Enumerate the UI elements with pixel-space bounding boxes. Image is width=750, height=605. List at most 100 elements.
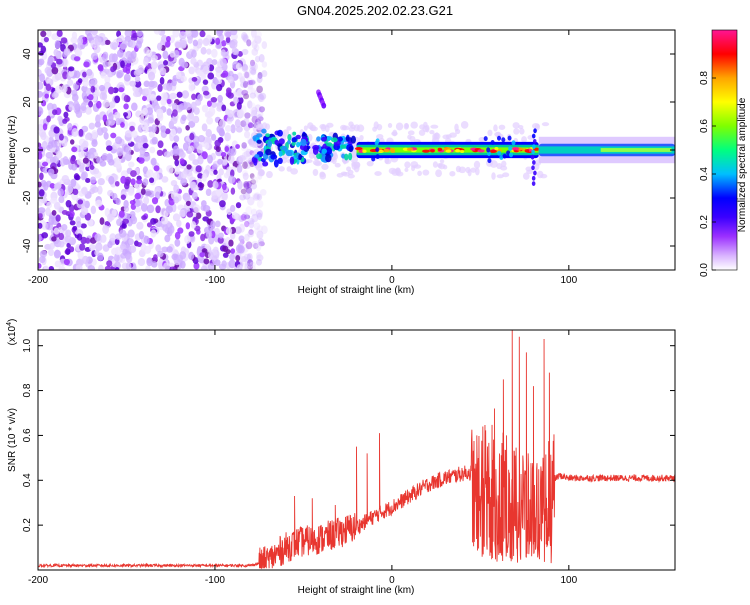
noise-blob (259, 92, 267, 101)
noise-blob (187, 145, 195, 152)
noise-blob (156, 42, 163, 51)
noise-blob (104, 220, 110, 227)
snr-y-label: SNR (10 * v/v) (7, 408, 18, 472)
spectrogram-y-tick-label: 0 (22, 147, 33, 153)
noise-blob (61, 174, 70, 183)
noise-blob (258, 53, 265, 63)
noise-blob (62, 156, 69, 165)
noise-blob (38, 106, 44, 116)
noise-blob (250, 68, 257, 76)
noise-blob (129, 80, 137, 87)
noise-blob (201, 248, 208, 254)
noise-blob (93, 45, 101, 54)
noise-blob (227, 75, 234, 84)
noise-blob (114, 261, 121, 270)
noise-blob (41, 232, 49, 239)
noise-blob (97, 185, 103, 195)
noise-blob (55, 52, 62, 60)
transition-blob (345, 136, 350, 142)
noise-blob (193, 107, 200, 115)
noise-blob (191, 93, 197, 101)
noise-blob (143, 245, 152, 254)
noise-blob (173, 135, 180, 143)
noise-blob (110, 132, 117, 139)
noise-blob (174, 231, 181, 240)
noise-blob (256, 85, 263, 94)
spectrogram-x-label: Height of straight line (km) (298, 285, 415, 296)
noise-blob (247, 121, 253, 129)
transition-blob (326, 147, 333, 155)
transition-blob (295, 134, 301, 140)
snr-y-tick-label: 0.6 (22, 428, 33, 442)
halo-blob (487, 129, 493, 137)
halo-blob (348, 121, 354, 128)
signal-bump (507, 135, 512, 141)
noise-blob (116, 147, 124, 157)
noise-blob (77, 199, 84, 205)
noise-blob (185, 200, 191, 207)
noise-blob (215, 66, 223, 73)
transition-blob (292, 131, 297, 136)
noise-blob (206, 48, 212, 55)
noise-blob (54, 260, 62, 268)
signal-hotspot (445, 149, 452, 153)
noise-blob (109, 233, 117, 241)
halo-blob (496, 174, 504, 179)
noise-blob (240, 256, 249, 263)
noise-blob (236, 264, 243, 270)
signal-hotspot (429, 149, 435, 153)
halo-blob (502, 172, 510, 178)
noise-blob (254, 35, 262, 44)
noise-blob (104, 75, 111, 84)
noise-blob (216, 84, 223, 92)
noise-blob (243, 150, 251, 158)
noise-blob (244, 220, 250, 228)
halo-blob (351, 161, 356, 167)
noise-blob (225, 36, 231, 44)
noise-blob (241, 33, 249, 42)
noise-blob (134, 192, 142, 200)
noise-blob (123, 103, 129, 110)
halo-blob (470, 167, 477, 173)
noise-blob (230, 30, 238, 36)
signal-bump (499, 154, 504, 160)
noise-blob (206, 116, 214, 125)
noise-blob (171, 102, 178, 112)
noise-blob (146, 169, 154, 178)
noise-blob (99, 160, 107, 167)
noise-blob (114, 246, 122, 256)
noise-blob (134, 199, 141, 208)
noise-blob (201, 151, 208, 160)
noise-blob (123, 199, 129, 209)
noise-blob (201, 104, 209, 113)
noise-blob (129, 125, 135, 132)
noise-blob (247, 82, 254, 90)
noise-blob (241, 145, 249, 152)
noise-blob (249, 107, 257, 115)
noise-blob (246, 180, 252, 188)
noise-blob (186, 164, 192, 170)
vertical-spread-blob (532, 138, 537, 144)
noise-blob (243, 214, 251, 220)
noise-blob (225, 249, 231, 255)
noise-blob (157, 84, 163, 93)
transition-blob (326, 136, 333, 141)
noise-blob (94, 36, 102, 46)
noise-blob (237, 245, 245, 254)
noise-blob (169, 225, 175, 234)
noise-blob (151, 124, 157, 133)
noise-blob (172, 213, 181, 222)
noise-blob (261, 41, 268, 50)
halo-blob (442, 164, 448, 170)
noise-blob (51, 209, 57, 216)
noise-blob (235, 62, 242, 70)
transition-blob (274, 139, 280, 146)
noise-blob (44, 243, 52, 250)
noise-blob (76, 220, 82, 228)
noise-blob (249, 79, 256, 86)
noise-blob (239, 194, 246, 201)
colorbar-tick-label: 0.4 (699, 167, 710, 181)
noise-blob (38, 234, 42, 243)
halo-blob (395, 122, 404, 131)
noise-blob (176, 127, 183, 134)
